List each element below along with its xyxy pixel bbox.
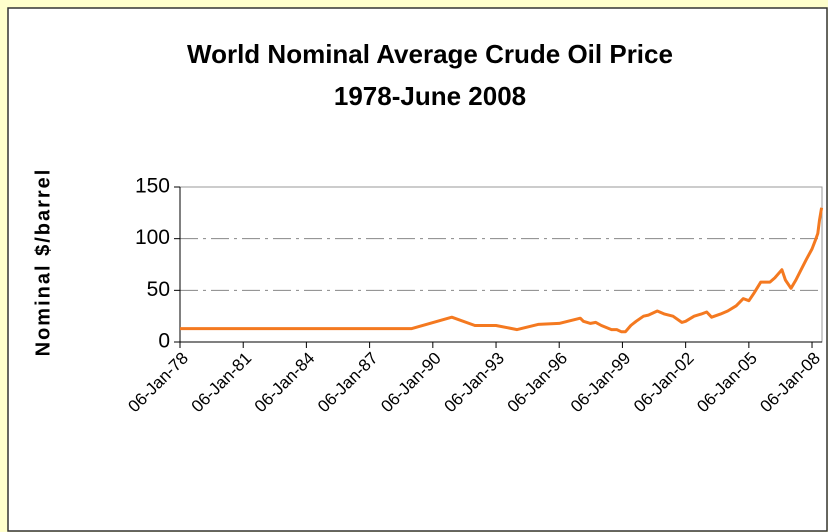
chart-area — [7, 7, 828, 532]
chart-title: World Nominal Average Crude Oil Price — [187, 39, 673, 69]
chart-subtitle: 1978-June 2008 — [334, 81, 526, 111]
y-tick-label: 100 — [135, 226, 170, 249]
y-tick-label: 0 — [158, 330, 170, 353]
price-line — [180, 207, 824, 334]
y-tick-label: 50 — [147, 278, 170, 301]
y-axis-label: Nominal $/barrel — [32, 168, 54, 357]
y-tick-label: 150 — [135, 175, 170, 198]
